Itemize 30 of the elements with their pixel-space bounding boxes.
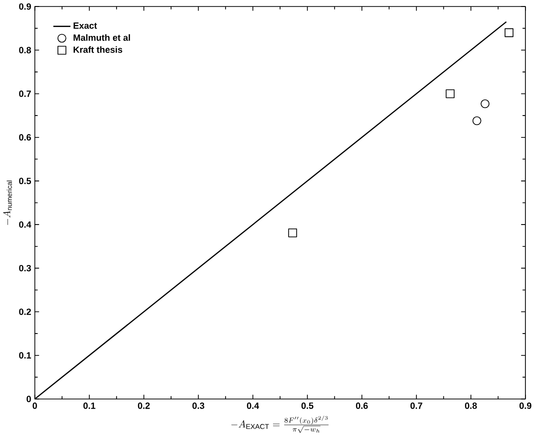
x-tick-label: 0.9: [519, 402, 532, 409]
x-tick-label: 0.3: [192, 402, 204, 409]
y-tick-label: 0.1: [19, 352, 32, 358]
x-tick-label: 0.7: [410, 402, 422, 409]
x-tick-label: 0: [32, 402, 37, 409]
y-tick-label: 0: [26, 396, 31, 402]
point: [504, 28, 514, 37]
x-tick-label: 0.8: [464, 402, 477, 409]
legend-label: Malmuth et al: [74, 34, 130, 41]
point: [288, 228, 298, 238]
y-tick-label: 0.9: [19, 3, 31, 10]
y-tick-label: 0.4: [19, 221, 32, 228]
legend-label: Kraft thesis: [74, 46, 122, 53]
y-tick-label: 0.2: [19, 308, 31, 315]
y-axis-title: $-A_{\mathrm{numerical}}$: [3, 180, 12, 225]
y-tick-label: 0.6: [19, 134, 31, 140]
y-tick-label: 0.8: [19, 46, 32, 54]
y-tick-label: 0.7: [19, 90, 31, 97]
point: [446, 89, 455, 98]
x-tick-label: 0.2: [138, 402, 150, 409]
x-tick-label: 0.4: [246, 402, 260, 409]
x-tick-label: 0.5: [301, 402, 314, 409]
x-tick-label: 0.1: [83, 402, 96, 409]
y-tick-label: 0.3: [19, 264, 31, 272]
point: [480, 99, 490, 108]
x-tick-label: 0.6: [356, 402, 368, 409]
legend-label: Exact: [74, 22, 97, 29]
x-axis-title: $-A_{\mathrm{EXACT}} = \frac{8F''(x_0)\delta^{2/3}}{\pi\sqrt{-w_h}}$: [231, 416, 329, 433]
point: [472, 116, 482, 126]
y-tick-label: 0.5: [19, 178, 32, 184]
